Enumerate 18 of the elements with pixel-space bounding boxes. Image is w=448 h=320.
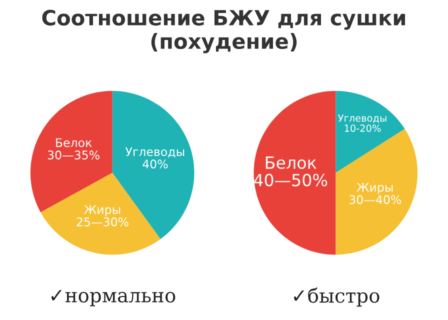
text: 40% [142, 160, 168, 168]
slice-label: Углеводы [125, 147, 184, 158]
slice-label: Жиры [84, 205, 120, 216]
pie-slice [40, 172, 160, 255]
text: 40—50% [254, 174, 328, 186]
chart-title: Соотношение БЖУ для сушки (похудение) [42, 10, 406, 54]
text: ✓нормально [51, 290, 176, 306]
slice-label: Углеводы [338, 114, 386, 123]
slice-label: Жиры [356, 182, 393, 194]
text: ✓быстро [294, 287, 380, 307]
pie-slice [336, 90, 405, 173]
text: 10-20% [344, 124, 381, 132]
text: 25—30% [76, 217, 128, 226]
slice-label: Белок [56, 138, 92, 148]
text: 30—35% [48, 150, 100, 160]
slice-label: Белок [266, 156, 316, 169]
text: 30—40% [350, 195, 402, 204]
pie-slice [254, 90, 336, 255]
